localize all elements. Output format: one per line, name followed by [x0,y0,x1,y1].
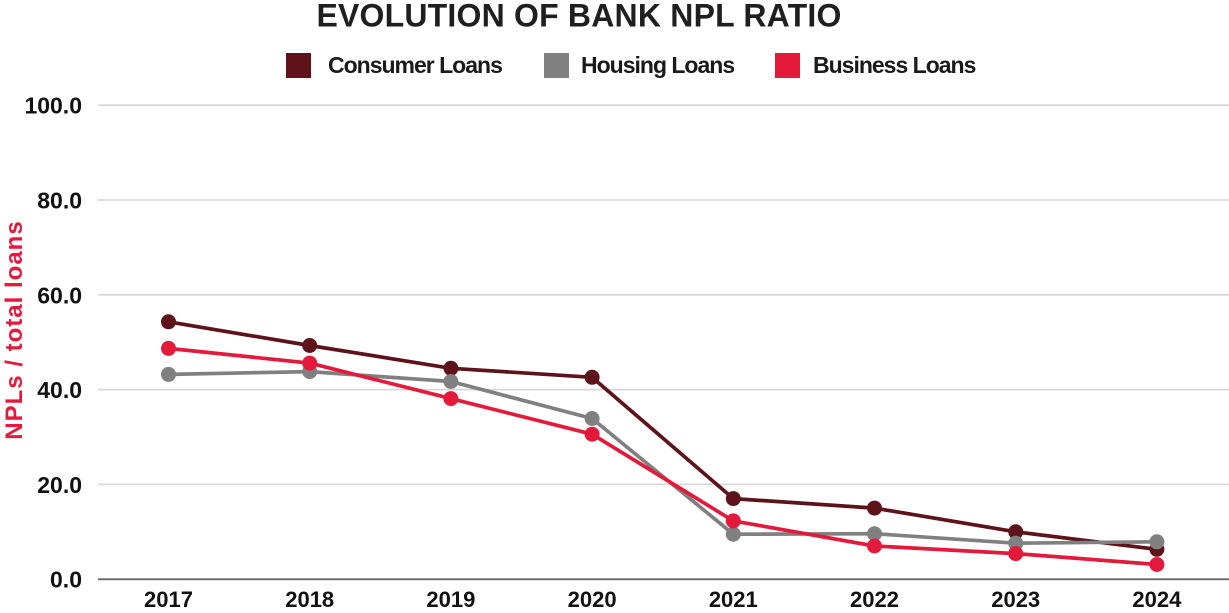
svg-text:2018: 2018 [285,587,334,608]
svg-text:2020: 2020 [568,587,617,608]
svg-text:2022: 2022 [850,587,899,608]
svg-text:2017: 2017 [144,587,193,608]
svg-text:40.0: 40.0 [37,377,82,403]
svg-text:0.0: 0.0 [50,567,82,593]
svg-text:2021: 2021 [709,587,758,608]
svg-text:2023: 2023 [991,587,1040,608]
svg-text:20.0: 20.0 [37,472,82,498]
svg-text:Business Loans: Business Loans [813,52,976,78]
svg-text:EVOLUTION OF BANK NPL RATIO: EVOLUTION OF BANK NPL RATIO [316,0,841,34]
svg-text:2019: 2019 [426,587,475,608]
svg-text:80.0: 80.0 [37,188,82,214]
svg-text:60.0: 60.0 [37,282,82,308]
svg-text:Consumer Loans: Consumer Loans [328,52,502,78]
svg-text:2024: 2024 [1132,587,1182,608]
svg-text:NPLs / total loans: NPLs / total loans [1,220,28,439]
svg-text:Housing Loans: Housing Loans [581,52,734,78]
svg-text:100.0: 100.0 [24,93,82,119]
